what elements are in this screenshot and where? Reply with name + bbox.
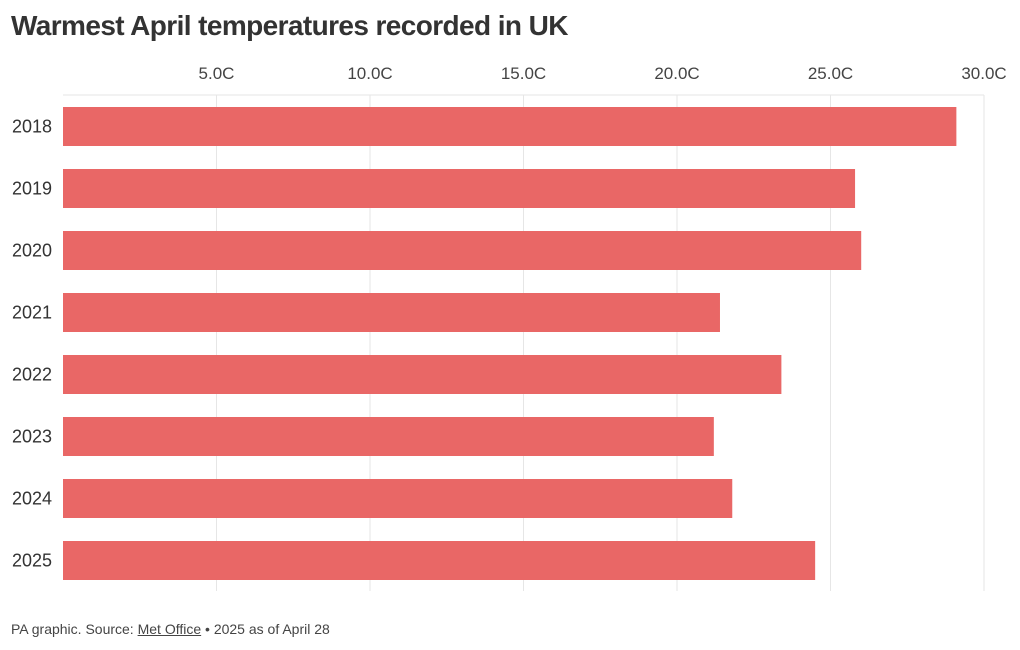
category-label: 2022 xyxy=(12,365,52,385)
x-tick-label: 5.0C xyxy=(199,64,235,83)
x-tick-label: 15.0C xyxy=(501,64,546,83)
bars xyxy=(63,107,957,580)
category-label: 2024 xyxy=(12,489,52,509)
category-label: 2019 xyxy=(12,179,52,199)
category-label: 2021 xyxy=(12,303,52,323)
source-link[interactable]: Met Office xyxy=(137,621,202,637)
bar-chart: 5.0C 10.0C 15.0C 20.0C 25.0C 30.0C 2018201920… xyxy=(12,64,1007,591)
category-label: 2023 xyxy=(12,427,52,447)
category-label: 2020 xyxy=(12,241,52,261)
x-axis-ticks: 5.0C 10.0C 15.0C 20.0C 25.0C 30.0C xyxy=(199,64,1007,83)
y-axis-categories: 2018 2019 2020 2021 2022 2023 2024 2025 xyxy=(12,117,52,571)
bar-2024 xyxy=(63,479,733,518)
bar-2020 xyxy=(63,231,862,270)
bar-2018 xyxy=(63,107,957,146)
category-label: 2018 xyxy=(12,117,52,137)
footer-prefix: PA graphic. Source: xyxy=(11,621,138,637)
chart-title: Warmest April temperatures recorded in U… xyxy=(11,10,568,41)
bar-2025 xyxy=(63,541,816,580)
bar-2023 xyxy=(63,417,714,456)
bar-2021 xyxy=(63,293,720,332)
footer-suffix: • 2025 as of April 28 xyxy=(201,621,330,637)
x-tick-label: 30.0C xyxy=(961,64,1006,83)
bar-2019 xyxy=(63,169,856,208)
x-tick-label: 10.0C xyxy=(347,64,392,83)
category-label: 2025 xyxy=(12,551,52,571)
footer-credit: PA graphic. Source: Met Office • 2025 as… xyxy=(11,621,330,637)
x-tick-label: 25.0C xyxy=(808,64,853,83)
bar-2022 xyxy=(63,355,782,394)
x-tick-label: 20.0C xyxy=(654,64,699,83)
